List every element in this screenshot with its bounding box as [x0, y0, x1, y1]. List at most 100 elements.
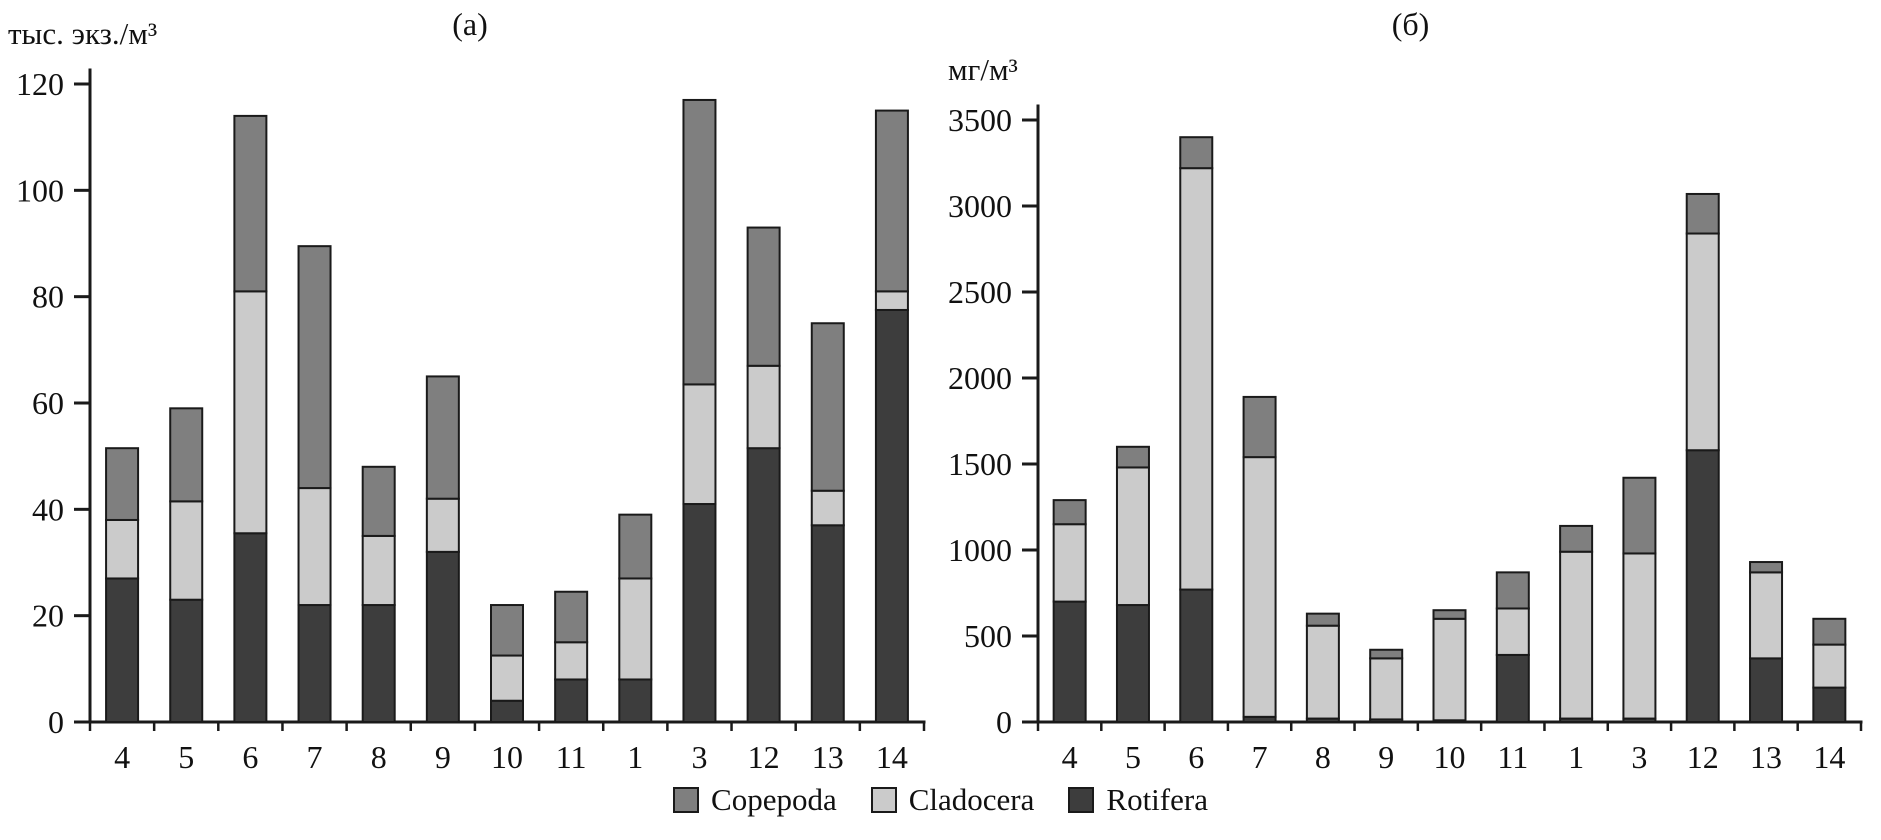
bar-segment-rotifera	[746, 447, 781, 723]
bar-segment-copepoda	[1052, 499, 1087, 526]
y-tick-label: 500	[964, 618, 1012, 654]
bar-segment-cladocera	[297, 487, 332, 607]
bar-segment-copepoda	[1559, 524, 1594, 553]
bar-segment-rotifera	[1812, 686, 1847, 723]
bar-segment-rotifera	[1495, 653, 1530, 723]
x-tick-label: 5	[1125, 739, 1141, 775]
bar-segment-copepoda	[554, 590, 589, 644]
bar-segment-rotifera	[169, 598, 204, 724]
legend-item-rotifera: Rotifera	[1068, 782, 1208, 818]
bar-segment-rotifera	[105, 577, 140, 724]
y-tick-label: 100	[16, 172, 64, 208]
bar-segment-rotifera	[874, 308, 909, 723]
x-tick-label: 14	[876, 739, 908, 775]
bar-segment-copepoda	[1369, 648, 1404, 660]
bar-segment-copepoda	[1242, 395, 1277, 459]
bar-segment-cladocera	[1622, 552, 1657, 720]
y-tick-label: 40	[32, 491, 64, 527]
bar-segment-rotifera	[425, 550, 460, 723]
y-tick-label: 2500	[948, 274, 1012, 310]
x-tick-label: 11	[556, 739, 587, 775]
bar-segment-rotifera	[618, 678, 653, 724]
bar-segment-copepoda	[1685, 192, 1720, 235]
x-tick-label: 11	[1497, 739, 1528, 775]
x-tick-label: 9	[435, 739, 451, 775]
legend: Copepoda Cladocera Rotifera	[0, 782, 1881, 818]
bar-segment-cladocera	[361, 534, 396, 607]
bar-segment-cladocera	[1685, 232, 1720, 452]
y-tick-label: 80	[32, 279, 64, 315]
bar-segment-copepoda	[1749, 561, 1784, 574]
bar-segment-copepoda	[874, 109, 909, 293]
bar-segment-cladocera	[1495, 607, 1530, 656]
y-tick-label: 120	[16, 66, 64, 102]
bar-segment-copepoda	[169, 407, 204, 503]
bar-segment-cladocera	[1052, 523, 1087, 603]
legend-swatch-rotifera	[1068, 787, 1095, 813]
x-tick-label: 12	[1687, 739, 1719, 775]
legend-label-rotifera: Rotifera	[1106, 782, 1208, 817]
bar-segment-rotifera	[490, 699, 524, 724]
bar-segment-cladocera	[490, 654, 524, 702]
bar-segment-copepoda	[105, 447, 140, 521]
y-tick-label: 2000	[948, 360, 1012, 396]
bar-segment-cladocera	[1115, 466, 1150, 607]
y-tick-label: 0	[48, 704, 64, 740]
bar-segment-cladocera	[1559, 550, 1594, 720]
bar-segment-cladocera	[1432, 617, 1467, 722]
bar-segment-cladocera	[1812, 643, 1847, 689]
chart-a-y-axis-unit-label: тыс. экз./м³	[8, 16, 158, 51]
bar-segment-copepoda	[618, 513, 653, 580]
bar-segment-rotifera	[1685, 449, 1720, 723]
bar-segment-cladocera	[425, 497, 460, 553]
y-tick-label: 1000	[948, 532, 1012, 568]
x-tick-label: 13	[812, 739, 844, 775]
x-tick-label: 10	[1434, 739, 1466, 775]
x-tick-label: 1	[1568, 739, 1584, 775]
bar-segment-cladocera	[169, 500, 204, 601]
bar-segment-rotifera	[810, 524, 845, 723]
bar-segment-rotifera	[1052, 600, 1087, 723]
bar-segment-cladocera	[874, 290, 909, 311]
bar-segment-rotifera	[233, 532, 268, 724]
y-tick-label: 20	[32, 598, 64, 634]
bar-segment-cladocera	[1179, 167, 1214, 591]
bar-segment-cladocera	[746, 364, 781, 450]
bar-segment-rotifera	[554, 678, 589, 724]
bar-segment-copepoda	[810, 322, 845, 492]
bar-segment-copepoda	[1179, 136, 1214, 170]
x-tick-label: 9	[1378, 739, 1394, 775]
bar-segment-copepoda	[297, 245, 332, 490]
chart-a-title: (а)	[452, 6, 488, 42]
x-tick-label: 8	[371, 739, 387, 775]
bar-segment-copepoda	[361, 465, 396, 537]
x-tick-label: 6	[242, 739, 258, 775]
bar-segment-copepoda	[1495, 571, 1530, 610]
bar-segment-copepoda	[1305, 612, 1340, 627]
x-tick-label: 12	[748, 739, 780, 775]
x-tick-label: 14	[1813, 739, 1845, 775]
bar-segment-rotifera	[1179, 588, 1214, 723]
legend-label-copepoda: Copepoda	[711, 782, 837, 817]
x-tick-label: 3	[691, 739, 707, 775]
bar-segment-copepoda	[1812, 617, 1847, 646]
bar-segment-copepoda	[746, 226, 781, 367]
bar-segment-cladocera	[554, 641, 589, 681]
legend-item-cladocera: Cladocera	[870, 782, 1035, 818]
bar-segment-copepoda	[490, 604, 524, 657]
bar-segment-cladocera	[1369, 657, 1404, 721]
x-tick-label: 3	[1631, 739, 1647, 775]
bar-segment-rotifera	[297, 604, 332, 723]
legend-swatch-copepoda	[673, 787, 700, 813]
bar-segment-rotifera	[682, 503, 717, 723]
legend-item-copepoda: Copepoda	[673, 782, 837, 818]
legend-label-cladocera: Cladocera	[908, 782, 1035, 817]
bar-segment-copepoda	[1622, 476, 1657, 555]
y-tick-label: 0	[996, 704, 1012, 740]
x-tick-label: 13	[1750, 739, 1782, 775]
bar-segment-copepoda	[233, 114, 268, 293]
y-tick-label: 60	[32, 385, 64, 421]
chart-b-title: (б)	[1391, 6, 1430, 42]
